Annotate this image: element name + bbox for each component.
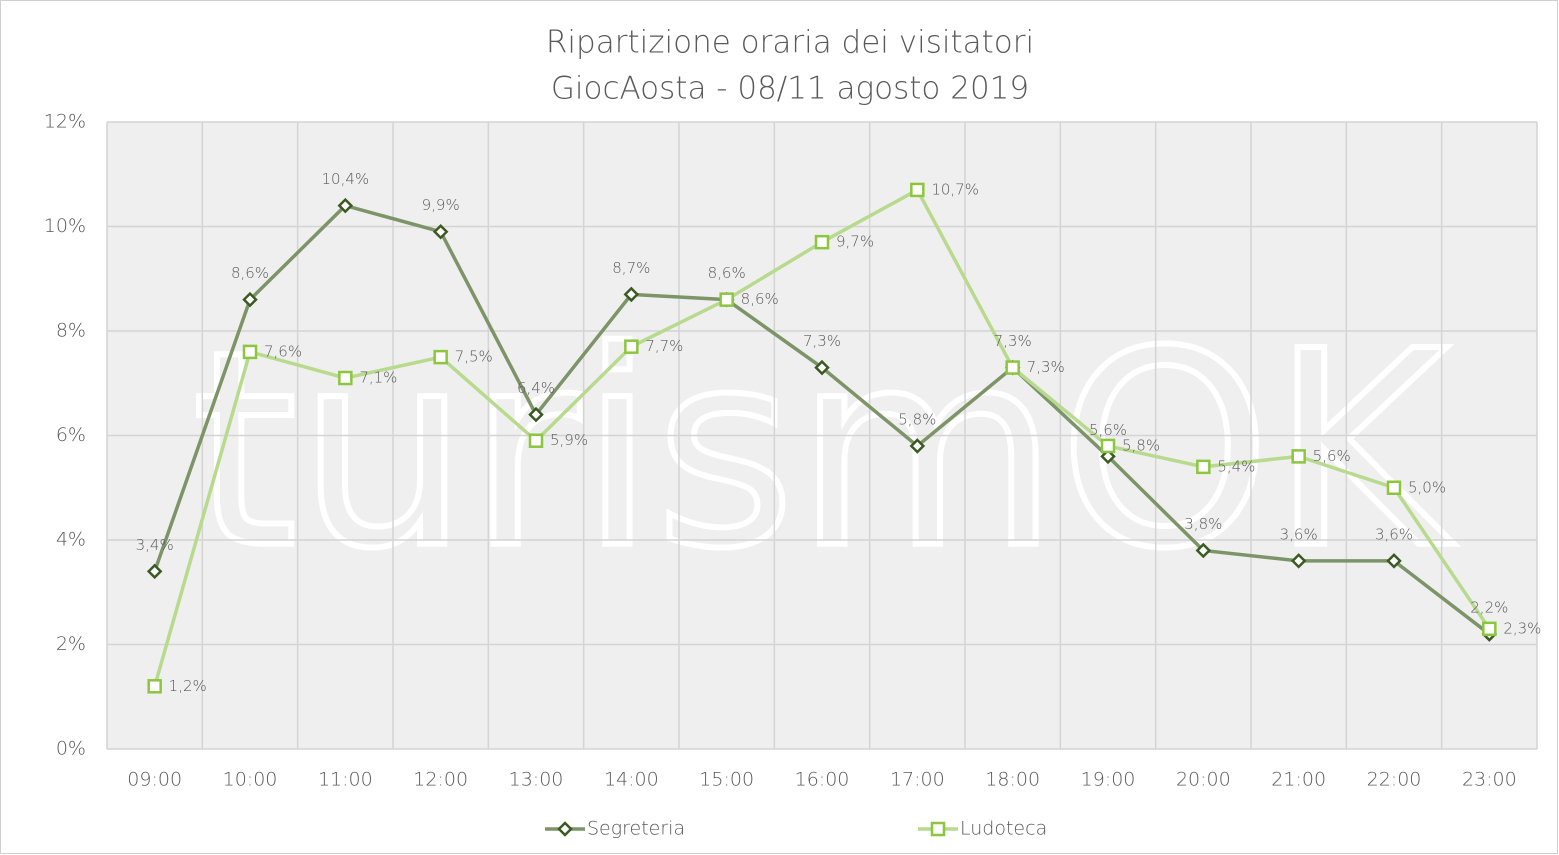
data-label: 3,8%: [1184, 515, 1222, 533]
y-tick-label: 4%: [56, 529, 86, 551]
x-tick-label: 11:00: [318, 769, 373, 791]
marker: [338, 370, 353, 386]
marker: [242, 344, 258, 360]
data-label: 3,6%: [1375, 525, 1413, 543]
data-label: 8,6%: [741, 290, 779, 308]
marker: [719, 292, 734, 307]
x-tick-label: 23:00: [1462, 769, 1517, 791]
marker: [1195, 542, 1212, 559]
marker: [433, 349, 448, 365]
data-label: 3,6%: [1280, 525, 1318, 543]
data-label: 9,9%: [422, 196, 460, 214]
data-label: 7,1%: [359, 369, 397, 387]
marker: [242, 291, 258, 308]
marker: [814, 359, 830, 376]
marker: [1386, 553, 1402, 569]
data-label: 10,7%: [931, 180, 979, 198]
marker: [910, 182, 925, 198]
x-tick-label: 18:00: [985, 769, 1040, 791]
y-tick-label: 0%: [56, 738, 86, 760]
data-label: 8,6%: [708, 264, 746, 282]
marker: [1100, 438, 1116, 454]
marker: [1100, 448, 1116, 465]
data-label: 5,0%: [1408, 478, 1446, 496]
x-tick-label: 13:00: [509, 769, 564, 791]
data-label: 5,4%: [1217, 457, 1255, 475]
data-label: 5,6%: [1089, 421, 1127, 439]
x-tick-label: 17:00: [890, 769, 945, 791]
data-label: 5,8%: [898, 410, 936, 428]
data-label: 7,7%: [645, 337, 683, 355]
marker: [146, 563, 163, 580]
marker: [1386, 480, 1402, 495]
marker: [1196, 459, 1211, 475]
data-label: 5,8%: [1122, 436, 1160, 454]
marker: [624, 339, 639, 354]
data-label: 7,3%: [803, 332, 841, 350]
x-tick-label: 14:00: [604, 769, 659, 791]
marker: [1291, 449, 1306, 464]
marker: [814, 234, 830, 250]
data-label: 7,3%: [1027, 358, 1065, 376]
data-label: 9,7%: [836, 233, 874, 251]
data-label: 7,3%: [994, 332, 1032, 350]
data-label: 7,5%: [455, 348, 493, 366]
data-label: 8,6%: [231, 264, 269, 282]
y-tick-label: 12%: [44, 111, 86, 133]
marker: [147, 679, 162, 694]
marker: [528, 433, 544, 448]
data-label: 5,9%: [550, 431, 588, 449]
x-tick-label: 19:00: [1081, 769, 1136, 791]
legend-label: Ludoteca: [960, 818, 1047, 840]
marker: [909, 438, 926, 454]
data-label: 6,4%: [517, 379, 555, 397]
marker: [1482, 621, 1497, 637]
x-tick-label: 09:00: [127, 769, 182, 791]
watermark: turismOK: [192, 293, 1457, 608]
marker: [432, 223, 449, 240]
x-tick-label: 22:00: [1367, 769, 1422, 791]
marker: [1005, 360, 1020, 375]
y-tick-label: 6%: [56, 424, 86, 446]
data-label: 2,2%: [1470, 599, 1508, 617]
marker: [337, 197, 354, 214]
chart-title: Ripartizione oraria dei visitatori: [546, 25, 1034, 61]
x-tick-label: 10:00: [223, 769, 278, 791]
marker: [623, 286, 640, 303]
y-tick-label: 8%: [56, 320, 86, 342]
x-tick-label: 20:00: [1176, 769, 1231, 791]
x-tick-label: 21:00: [1271, 769, 1326, 791]
legend-marker: [930, 821, 946, 837]
marker: [528, 406, 544, 423]
y-tick-label: 10%: [44, 215, 86, 237]
y-tick-label: 2%: [56, 633, 86, 655]
data-label: 2,3%: [1503, 619, 1541, 637]
data-label: 7,6%: [264, 342, 302, 360]
x-tick-label: 15:00: [699, 769, 754, 791]
data-label: 1,2%: [169, 677, 207, 695]
x-tick-label: 16:00: [795, 769, 850, 791]
data-label: 10,4%: [322, 170, 370, 188]
x-tick-label: 12:00: [413, 769, 468, 791]
legend-marker: [557, 821, 573, 837]
data-label: 5,6%: [1313, 447, 1351, 465]
data-label: 8,7%: [612, 259, 650, 277]
legend-label: Segreteria: [587, 818, 685, 840]
data-label: 3,4%: [136, 536, 174, 554]
chart-subtitle: GiocAosta - 08/11 agosto 2019: [551, 71, 1029, 107]
marker: [1290, 553, 1307, 569]
